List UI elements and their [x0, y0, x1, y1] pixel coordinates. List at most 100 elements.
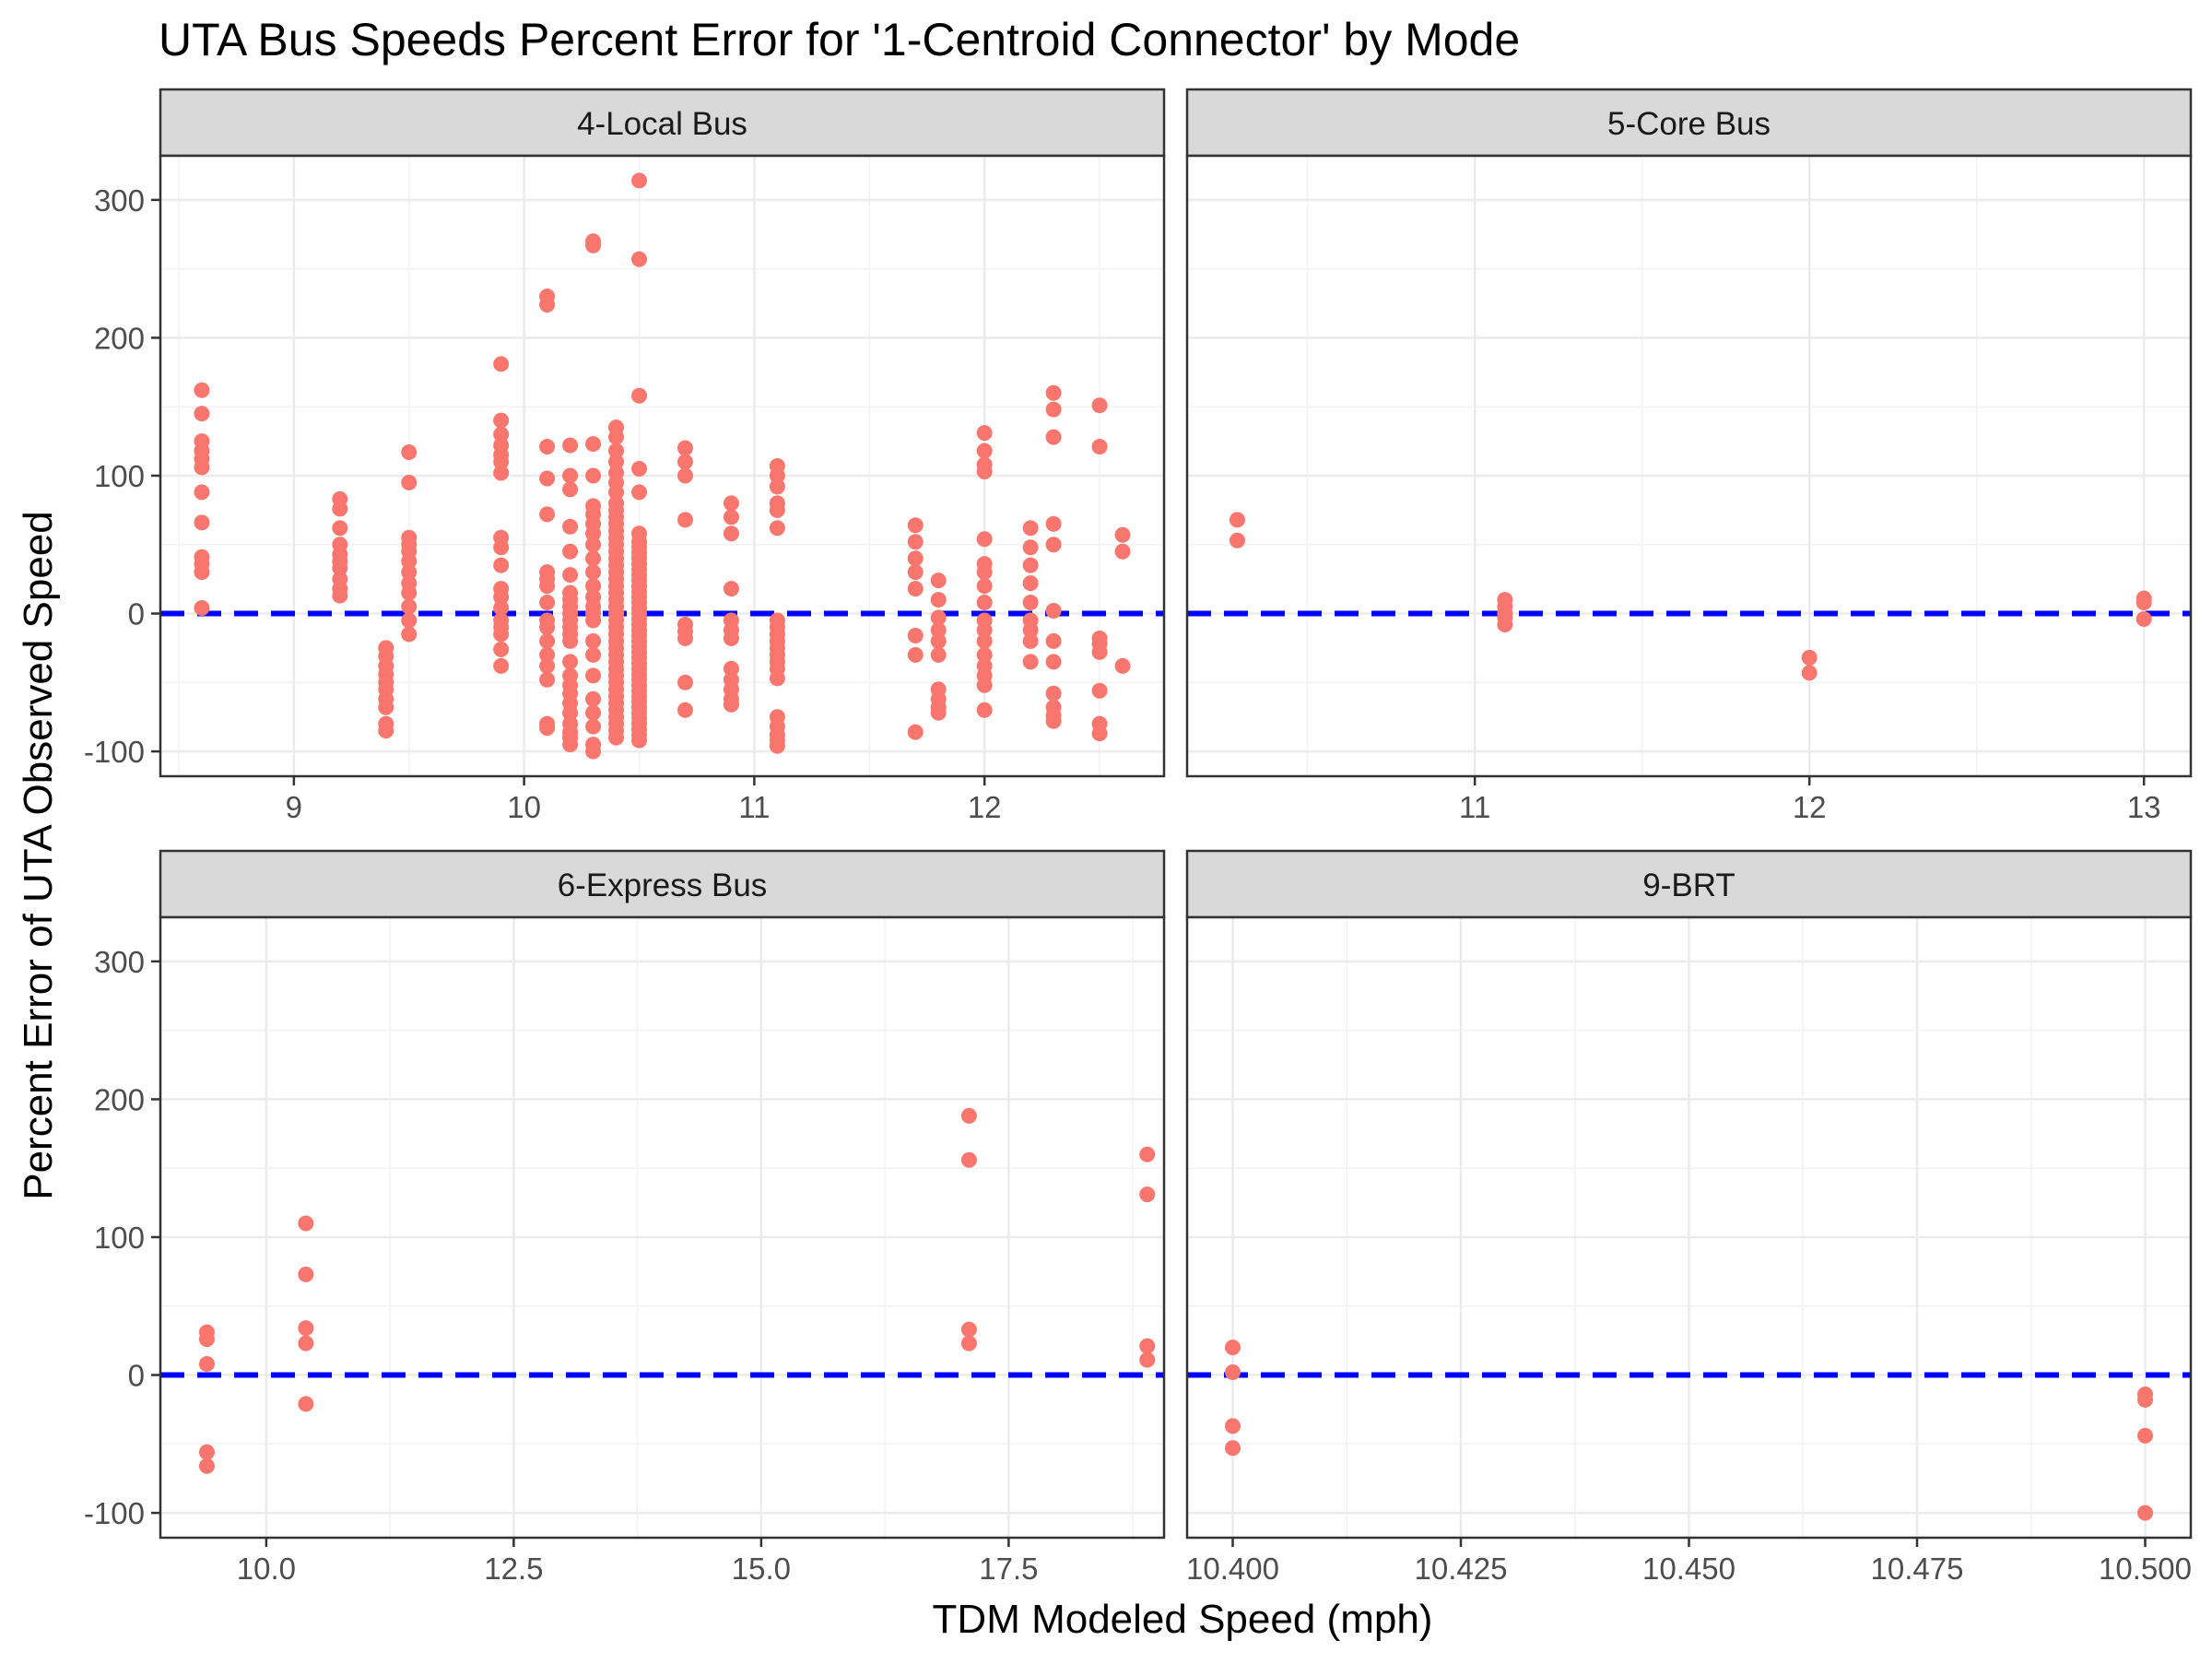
data-point — [677, 512, 693, 528]
data-point — [976, 425, 993, 442]
data-point — [1022, 539, 1039, 556]
data-point — [769, 478, 785, 495]
data-point — [930, 621, 947, 638]
data-point — [332, 560, 348, 576]
y-tick-label: 200 — [94, 321, 145, 355]
facet-strip — [159, 88, 1166, 158]
data-point — [1045, 429, 1062, 445]
data-point — [907, 581, 924, 597]
data-point — [677, 454, 693, 470]
data-point — [1022, 520, 1039, 537]
data-point — [976, 632, 993, 649]
data-point — [298, 1320, 314, 1337]
data-point — [1045, 603, 1062, 620]
data-point — [631, 732, 648, 749]
data-point — [960, 1151, 977, 1168]
facet-strip-label: 4-Local Bus — [577, 106, 747, 142]
data-point — [677, 674, 693, 690]
data-point — [378, 723, 394, 739]
data-point — [608, 729, 625, 746]
data-point — [493, 539, 510, 556]
data-point — [562, 654, 579, 670]
data-point — [608, 443, 625, 459]
facet-strip — [1185, 849, 2193, 919]
data-point — [1114, 657, 1131, 674]
data-point — [194, 406, 210, 422]
data-point — [631, 387, 648, 404]
data-point — [539, 619, 556, 635]
y-tick-label: 0 — [128, 597, 145, 631]
data-point — [562, 704, 579, 721]
x-tick-label: 10 — [507, 790, 541, 824]
data-point — [1045, 654, 1062, 670]
data-point — [930, 592, 947, 608]
data-point — [493, 626, 510, 643]
data-point — [585, 578, 602, 595]
data-point — [769, 520, 785, 537]
panel-background — [160, 917, 1164, 1538]
facet-strip-label: 6-Express Bus — [558, 867, 768, 903]
data-point — [198, 1331, 215, 1348]
data-point — [930, 572, 947, 589]
data-point — [298, 1335, 314, 1351]
facet-strip-label: 9-BRT — [1642, 867, 1735, 903]
data-point — [1022, 654, 1039, 670]
data-point — [493, 465, 510, 481]
data-point — [562, 632, 579, 649]
data-point — [1225, 1418, 1241, 1434]
data-point — [960, 1107, 977, 1124]
data-point — [1225, 1339, 1241, 1356]
data-point — [723, 525, 739, 542]
data-point — [1801, 665, 1818, 681]
data-point — [401, 598, 418, 615]
data-point — [723, 581, 739, 597]
x-tick-label: 13 — [2127, 790, 2161, 824]
data-point — [585, 690, 602, 707]
data-point — [976, 443, 993, 459]
data-point — [585, 612, 602, 629]
data-point — [585, 704, 602, 721]
facet-strip — [1185, 88, 2193, 158]
panel-border — [1185, 154, 2193, 778]
data-point — [401, 474, 418, 490]
y-tick-label: 100 — [94, 1221, 145, 1255]
y-tick-label: -100 — [84, 1496, 145, 1530]
data-point — [608, 429, 625, 445]
data-point — [1045, 384, 1062, 401]
data-point — [1229, 532, 1245, 549]
data-point — [585, 525, 602, 542]
data-point — [332, 520, 348, 537]
panel-background — [160, 156, 1164, 776]
data-point — [1225, 1364, 1241, 1381]
data-point — [677, 702, 693, 718]
y-tick-label: 300 — [94, 183, 145, 218]
data-point — [631, 484, 648, 501]
facet-panel: 9-BRT 10.400 10.425 10.450 10.475 10.500 — [1185, 849, 2193, 1586]
data-point — [401, 564, 418, 581]
data-point — [194, 564, 210, 581]
y-axis-label: Percent Error of UTA Observed Speed — [16, 511, 61, 1200]
data-point — [585, 237, 602, 254]
panel-border — [159, 154, 1166, 778]
data-point — [677, 440, 693, 456]
data-point — [198, 1356, 215, 1373]
data-point — [769, 502, 785, 518]
data-point — [562, 467, 579, 484]
data-point — [976, 621, 993, 638]
data-point — [539, 720, 556, 737]
data-point — [585, 537, 602, 553]
data-point — [677, 467, 693, 484]
y-tick-label: 200 — [94, 1082, 145, 1116]
panel-background — [1187, 156, 2191, 776]
data-point — [585, 646, 602, 663]
data-point — [1022, 595, 1039, 611]
data-point — [585, 667, 602, 684]
data-point — [723, 696, 739, 713]
data-point — [976, 564, 993, 581]
data-point — [976, 595, 993, 611]
x-tick-label: 10.0 — [237, 1552, 296, 1586]
data-point — [907, 724, 924, 740]
data-point — [976, 677, 993, 693]
x-tick-label: 11 — [1459, 790, 1490, 824]
